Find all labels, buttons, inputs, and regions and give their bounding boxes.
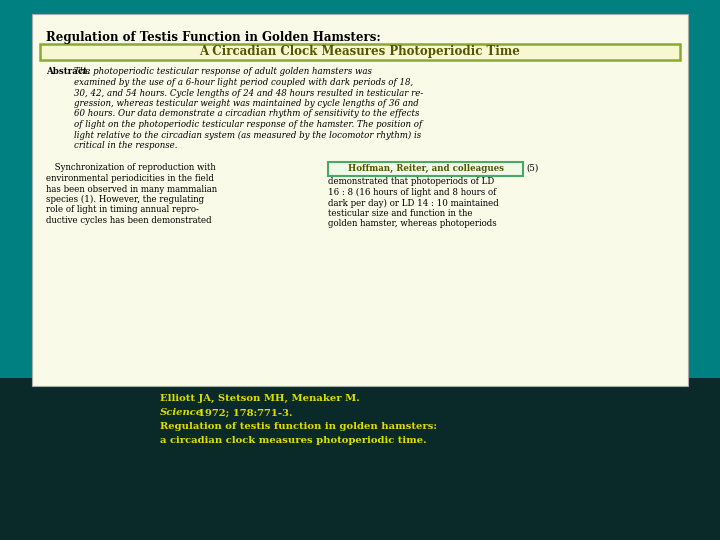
Bar (0, 378, 720, 540)
Text: testicular size and function in the: testicular size and function in the (328, 209, 473, 218)
Text: role of light in timing annual repro-: role of light in timing annual repro- (46, 206, 199, 214)
Bar (328, 161, 523, 176)
Text: Elliott JA, Stetson MH, Menaker M.: Elliott JA, Stetson MH, Menaker M. (160, 394, 360, 403)
Text: Synchronization of reproduction with: Synchronization of reproduction with (46, 164, 216, 172)
Text: has been observed in many mammalian: has been observed in many mammalian (46, 185, 217, 193)
Text: 60 hours. Our data demonstrate a circadian rhythm of sensitivity to the effects: 60 hours. Our data demonstrate a circadi… (74, 110, 420, 118)
Text: 30, 42, and 54 hours. Cycle lengths of 24 and 48 hours resulted in testicular re: 30, 42, and 54 hours. Cycle lengths of 2… (74, 89, 423, 98)
Text: A Circadian Clock Measures Photoperiodic Time: A Circadian Clock Measures Photoperiodic… (199, 45, 521, 58)
Text: critical in the response.: critical in the response. (74, 141, 178, 150)
Text: golden hamster, whereas photoperiods: golden hamster, whereas photoperiods (328, 219, 497, 228)
Text: Regulation of testis function in golden hamsters:: Regulation of testis function in golden … (160, 422, 437, 431)
Text: Hoffman, Reiter, and colleagues: Hoffman, Reiter, and colleagues (348, 164, 504, 173)
Text: Abstract.: Abstract. (46, 68, 91, 77)
Text: The photoperiodic testicular response of adult golden hamsters was: The photoperiodic testicular response of… (74, 68, 372, 77)
Text: ductive cycles has been demonstrated: ductive cycles has been demonstrated (46, 216, 212, 225)
Bar (40, 44, 680, 59)
Text: of light on the photoperiodic testicular response of the hamster. The position o: of light on the photoperiodic testicular… (74, 120, 423, 129)
Text: dark per day) or LD 14 : 10 maintained: dark per day) or LD 14 : 10 maintained (328, 199, 499, 207)
Text: environmental periodicities in the field: environmental periodicities in the field (46, 174, 215, 183)
Text: species (1). However, the regulating: species (1). However, the regulating (46, 195, 204, 204)
Text: 1972; 178:771-3.: 1972; 178:771-3. (198, 408, 292, 417)
Text: (5): (5) (526, 164, 539, 173)
Text: a circadian clock measures photoperiodic time.: a circadian clock measures photoperiodic… (160, 436, 427, 445)
Text: Science: Science (160, 408, 203, 417)
Text: 16 : 8 (16 hours of light and 8 hours of: 16 : 8 (16 hours of light and 8 hours of (328, 188, 497, 197)
Text: demonstrated that photoperiods of LD: demonstrated that photoperiods of LD (328, 178, 495, 186)
Text: Regulation of Testis Function in Golden Hamsters:: Regulation of Testis Function in Golden … (46, 31, 381, 44)
Bar (32, 14, 688, 386)
Text: gression, whereas testicular weight was maintained by cycle lengths of 36 and: gression, whereas testicular weight was … (74, 99, 419, 108)
Text: examined by the use of a 6-hour light period coupled with dark periods of 18,: examined by the use of a 6-hour light pe… (74, 78, 414, 87)
Text: light relative to the circadian system (as measured by the locomotor rhythm) is: light relative to the circadian system (… (74, 131, 421, 140)
